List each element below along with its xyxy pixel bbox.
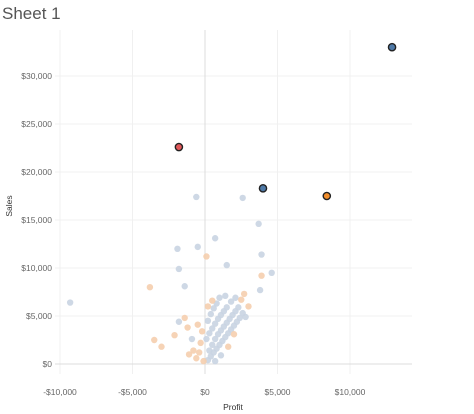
y-tick-label: $0: [43, 359, 53, 369]
background-point: [211, 357, 219, 365]
background-point: [198, 328, 206, 335]
background-point: [225, 343, 232, 350]
background-point: [239, 194, 246, 202]
background-point: [196, 349, 203, 356]
y-tick-label: $25,000: [21, 119, 52, 129]
background-points: [66, 193, 275, 365]
background-point: [190, 347, 197, 354]
background-point: [211, 235, 219, 242]
background-point: [193, 193, 200, 201]
background-point: [181, 283, 188, 290]
background-point: [222, 292, 229, 300]
background-point: [197, 339, 204, 347]
highlighted-point[interactable]: [322, 191, 332, 201]
background-point: [242, 313, 249, 321]
y-tick-label: $15,000: [21, 215, 52, 225]
background-point: [146, 284, 154, 291]
background-point: [204, 303, 212, 310]
background-point: [216, 294, 223, 301]
background-point: [238, 296, 245, 303]
background-point: [203, 335, 210, 343]
background-point: [188, 335, 196, 343]
background-point: [200, 357, 207, 365]
y-tick-label: $30,000: [21, 71, 52, 81]
background-point: [66, 299, 74, 306]
axis-layer: $0 $5,000 $10,000 $15,000 $20,000 $25,000 $30,…: [21, 71, 365, 397]
y-tick-label: $5,000: [26, 311, 52, 321]
background-point: [210, 305, 217, 312]
background-point: [209, 341, 216, 348]
background-point: [171, 332, 178, 339]
background-point: [245, 303, 252, 310]
background-point: [227, 298, 235, 305]
background-point: [211, 320, 219, 327]
background-point: [255, 220, 262, 228]
background-point: [256, 286, 264, 294]
background-point: [207, 310, 214, 318]
background-point: [209, 325, 216, 332]
highlighted-point[interactable]: [174, 142, 184, 152]
highlighted-point[interactable]: [387, 42, 397, 52]
background-point: [223, 304, 230, 311]
background-point: [175, 265, 183, 273]
background-point: [194, 243, 201, 251]
sheet-title: Sheet 1: [2, 4, 61, 23]
highlighted-points: [174, 42, 397, 201]
background-point: [206, 330, 213, 337]
background-point: [223, 261, 230, 269]
grid-layer: [55, 30, 412, 374]
background-point: [184, 324, 191, 331]
background-point: [206, 347, 213, 354]
y-tick-label: $20,000: [21, 167, 52, 177]
background-point: [258, 251, 265, 258]
x-tick-label: $0: [200, 387, 210, 397]
highlighted-point[interactable]: [258, 184, 268, 193]
background-point: [151, 336, 158, 344]
background-point: [236, 314, 243, 322]
background-point: [209, 297, 216, 304]
background-point: [268, 269, 275, 276]
background-point: [240, 290, 248, 298]
x-tick-label: -$5,000: [118, 387, 147, 397]
background-point: [194, 321, 201, 328]
x-tick-label: $5,000: [265, 387, 291, 397]
background-point: [158, 343, 165, 350]
background-point: [193, 355, 200, 362]
background-point: [203, 253, 210, 260]
background-point: [211, 335, 219, 343]
background-point: [175, 318, 183, 325]
y-tick-label: $10,000: [21, 263, 52, 273]
background-point: [174, 245, 181, 252]
background-point: [230, 331, 238, 338]
background-point: [217, 352, 225, 359]
x-tick-label: $10,000: [335, 387, 366, 397]
background-point: [232, 294, 239, 301]
background-point: [185, 351, 193, 358]
background-point: [235, 304, 242, 311]
x-tick-label: -$10,000: [43, 387, 77, 397]
background-point: [204, 317, 212, 324]
background-point: [181, 314, 188, 322]
x-axis-title: Profit: [223, 402, 243, 412]
background-point: [258, 272, 265, 279]
y-axis-title: Sales: [4, 195, 14, 216]
